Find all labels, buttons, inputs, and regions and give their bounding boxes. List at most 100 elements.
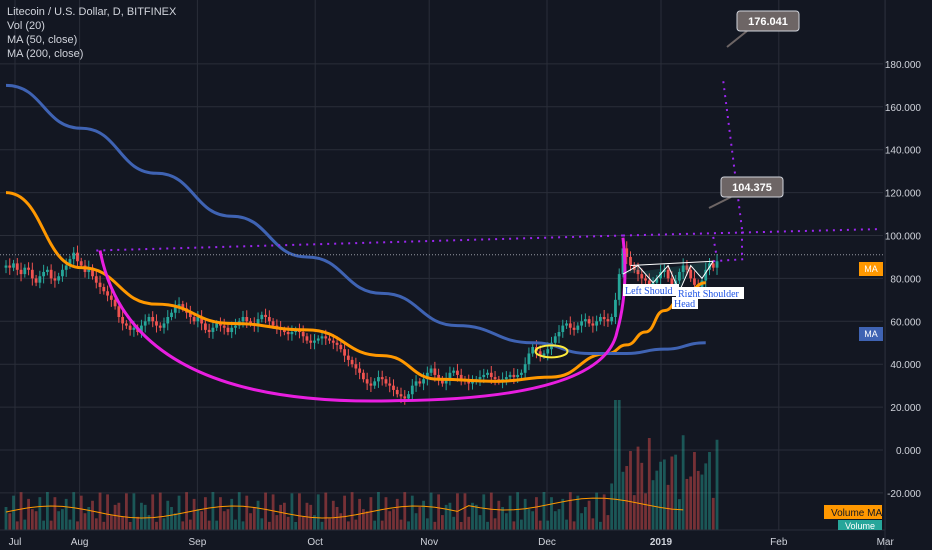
callout-label: 176.041 [748,16,788,28]
volume-bar [527,509,531,530]
volume-bar [614,400,617,530]
candle-body [655,278,659,283]
candle-body [219,323,222,326]
candle-body [196,317,200,322]
candle-body [715,261,719,268]
candle-body [617,274,621,300]
candle-body [711,263,715,268]
candle-body [407,394,410,399]
volume-bar [19,492,23,530]
candle-body [286,332,290,335]
candle-body [245,317,249,322]
volume-bar [595,492,599,530]
candle-body [155,321,158,326]
candle-body [602,317,606,320]
volume-bar [34,511,38,530]
volume-bar [640,462,644,530]
x-tick-label: Aug [71,537,89,548]
volume-bar [463,493,467,530]
volume-bar [237,492,241,530]
legend-ma200: MA (200, close) [7,48,84,60]
y-tick-label: 120.000 [885,189,922,200]
volume-bar [598,521,602,530]
volume-bar [467,516,471,530]
volume-bar [399,519,403,530]
candle-body [640,274,644,279]
callout-176: 176.041 [726,10,800,48]
volume-bar [76,521,79,530]
x-tick-label: Mar [877,537,895,548]
volume-bar [15,521,19,530]
volume-bar [155,521,158,530]
candle-body [542,353,546,356]
candle-body [369,383,373,386]
candle-body [34,278,38,283]
candle-body [572,327,576,330]
candle-body [8,265,12,268]
volume-bar [610,483,614,530]
candle-body [117,306,121,318]
volume-bar [501,506,504,530]
y-tick-label: -20.000 [887,489,921,500]
candle-body [79,261,83,266]
volume-bar [474,504,478,530]
volume-bar [493,518,497,530]
y-tick-label: 100.000 [885,232,922,243]
candle-body [629,256,632,266]
volume-bar [170,506,173,530]
volume-bar [407,521,410,530]
candle-body [264,314,267,318]
candle-body [437,374,441,380]
volume-bar [504,513,508,530]
candle-body [519,372,523,375]
volume-bar [106,494,109,530]
x-tick-label: Feb [770,537,788,548]
volume-bar [57,511,61,530]
candle-body [553,336,557,343]
candle-body [662,269,666,272]
volume-bar [249,513,252,530]
volume-bar [30,509,34,530]
ma50-line [5,191,706,383]
candle-body [504,377,508,380]
volume-bar [290,493,294,530]
volume-bar [568,492,572,530]
volume-bar [587,500,591,530]
pattern-label-bg [623,284,679,296]
candle-body [38,276,42,283]
volume-bar [561,498,565,530]
candle-body [132,327,136,330]
candle-body [109,295,113,300]
ma200-line [5,83,706,355]
volume-bar [440,515,444,530]
candle-body [587,319,591,324]
pattern-label: Right Shoulder [678,289,740,300]
candle-body [19,269,23,275]
volume-bar [192,498,196,530]
volume-bar [53,497,57,530]
volume-bar [519,519,523,530]
volume-bar [715,439,719,530]
volume-bar [459,522,463,530]
volume-bar [418,507,422,530]
volume-bar [681,435,685,530]
candle-body [241,317,245,322]
volume-bar [102,521,106,530]
candle-body [30,269,34,279]
ma200-badge-bg [859,327,883,341]
volume-ma-badge-bg [824,505,882,519]
volume-bar [602,494,606,530]
candle-body [644,278,647,281]
candle-body [350,359,354,365]
volume-bar [151,494,155,530]
volume-bar [158,492,162,530]
x-tick-label: Dec [538,537,556,548]
volume-bar [497,500,501,530]
volume-bar [448,502,452,530]
candle-body [27,267,30,270]
chart-legend: Litecoin / U.S. Dollar, D, BITFINEX Vol … [7,5,176,61]
volume-bar [565,519,568,530]
